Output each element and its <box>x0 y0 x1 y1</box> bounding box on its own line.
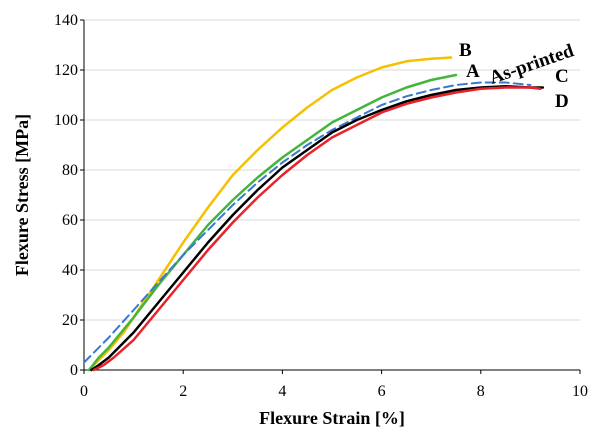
series-line-as-printed <box>83 81 532 364</box>
series-line-a <box>87 73 458 372</box>
y-tick-labels: 0 20 40 60 80 100 120 140 <box>54 12 84 379</box>
y-tick-label: 120 <box>54 62 78 79</box>
y-tick-label: 80 <box>62 162 78 179</box>
x-tick-label: 4 <box>278 383 286 400</box>
series-line-c <box>90 85 545 372</box>
y-axis-title: Flexure Stress [MPa] <box>12 114 32 276</box>
label-A: A <box>466 61 480 82</box>
y-tick-label: 0 <box>70 362 78 379</box>
axes <box>83 20 580 371</box>
y-tick-label: 140 <box>54 12 78 29</box>
x-tick-label: 2 <box>179 383 187 400</box>
series-line-b <box>87 56 453 372</box>
series-labels: B A As-printed C D <box>459 40 577 112</box>
grid-lines <box>84 19 580 321</box>
y-tick-label: 60 <box>62 212 78 229</box>
x-tick-label: 8 <box>477 383 485 400</box>
x-tick-label: 6 <box>378 383 386 400</box>
label-D: D <box>555 91 569 112</box>
x-tick-label: 10 <box>572 383 588 400</box>
y-tick-label: 100 <box>54 112 78 129</box>
label-C: C <box>555 66 569 87</box>
x-axis-title: Flexure Strain [%] <box>259 408 405 428</box>
label-B: B <box>459 40 472 61</box>
y-tick-label: 20 <box>62 312 78 329</box>
y-tick-label: 40 <box>62 262 78 279</box>
series-lines <box>83 56 545 372</box>
x-tick-label: 0 <box>80 383 88 400</box>
x-tick-labels: 0 2 4 6 8 10 <box>80 370 588 400</box>
series-line-d <box>92 86 542 372</box>
